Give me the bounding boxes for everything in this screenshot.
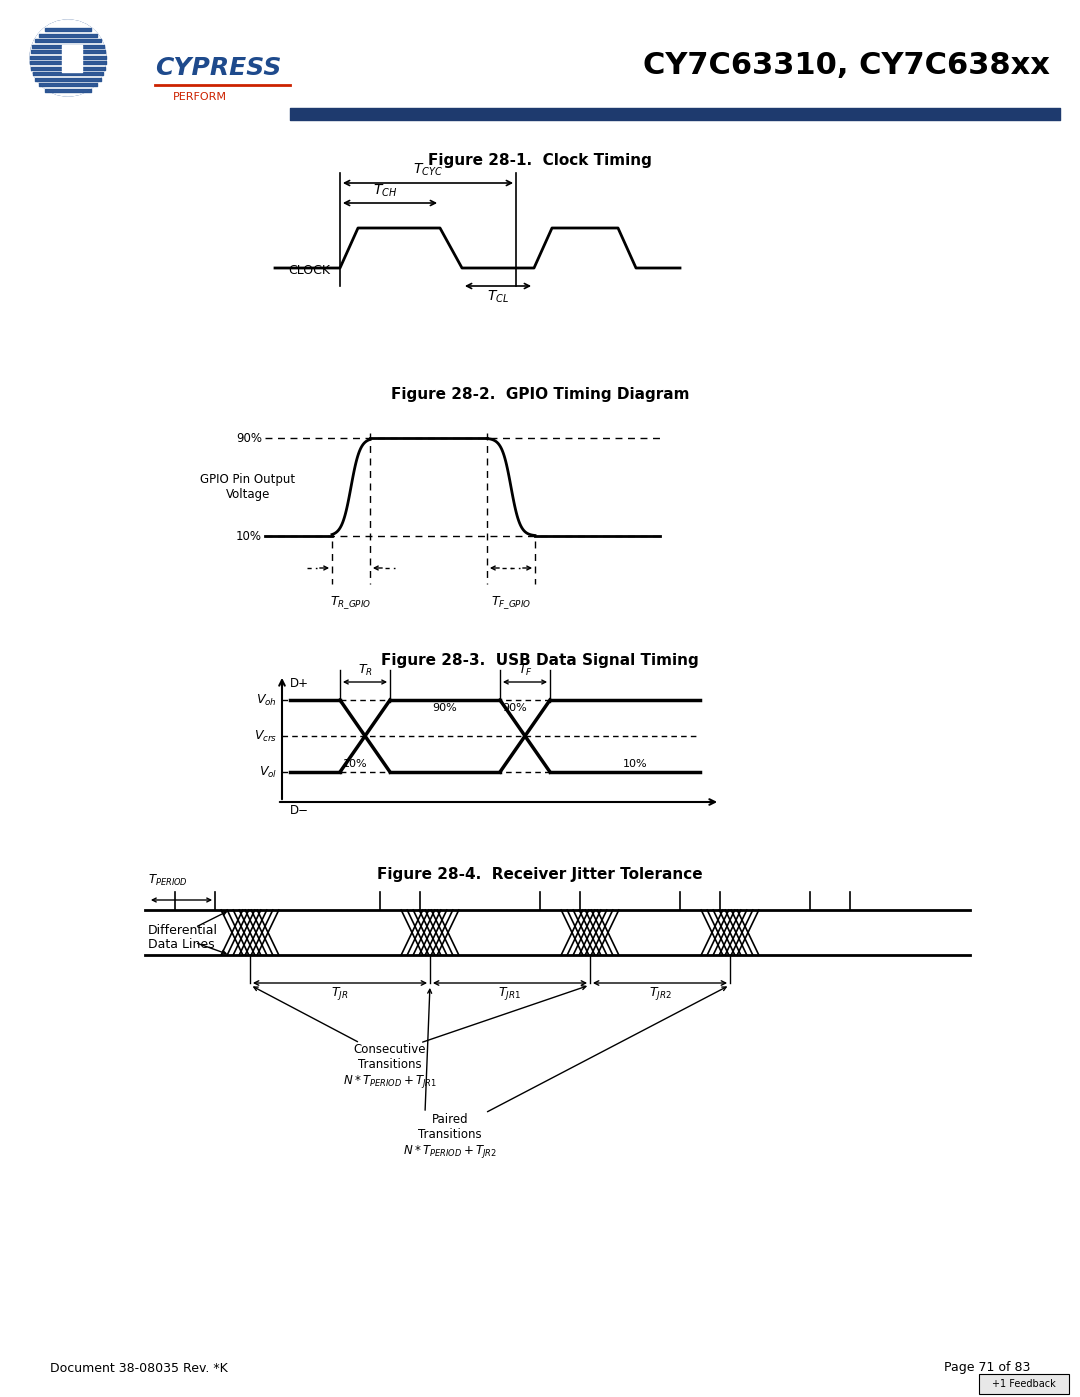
Text: 90%: 90% [502,703,527,712]
Circle shape [30,20,106,96]
Text: Differential
Data Lines: Differential Data Lines [148,923,218,951]
Text: $V_{ol}$: $V_{ol}$ [259,764,276,780]
Text: 10%: 10% [623,759,647,768]
Text: 10%: 10% [342,759,367,768]
Text: Page 71 of 83: Page 71 of 83 [944,1362,1030,1375]
Text: $T_{PERIOD}$: $T_{PERIOD}$ [148,873,188,888]
Text: D+: D+ [291,678,309,690]
Text: $T_F$: $T_F$ [517,664,532,678]
Text: $V_{crs}$: $V_{crs}$ [254,728,276,743]
Text: GPIO Pin Output
Voltage: GPIO Pin Output Voltage [201,474,296,502]
Text: $T_{F\_GPIO}$: $T_{F\_GPIO}$ [491,594,531,610]
Text: D−: D− [291,805,309,817]
Text: 10%: 10% [237,529,262,542]
Text: $T_{CH}$: $T_{CH}$ [373,183,397,198]
Text: $T_{CYC}$: $T_{CYC}$ [413,162,443,177]
Text: 90%: 90% [433,703,457,712]
Text: $T_R$: $T_R$ [357,664,373,678]
Text: PERFORM: PERFORM [173,92,227,102]
FancyBboxPatch shape [978,1375,1069,1394]
Text: $T_{JR2}$: $T_{JR2}$ [649,985,672,1002]
Text: $T_{JR1}$: $T_{JR1}$ [499,985,522,1002]
Text: $T_{R\_GPIO}$: $T_{R\_GPIO}$ [330,594,372,610]
Text: Figure 28-1.  Clock Timing: Figure 28-1. Clock Timing [428,152,652,168]
Text: Figure 28-4.  Receiver Jitter Tolerance: Figure 28-4. Receiver Jitter Tolerance [377,868,703,883]
Text: Document 38-08035 Rev. *K: Document 38-08035 Rev. *K [50,1362,228,1375]
Text: $V_{oh}$: $V_{oh}$ [256,693,276,707]
Text: Consecutive
Transitions
$N * T_{PERIOD} + T_{JR1}$: Consecutive Transitions $N * T_{PERIOD} … [343,1044,437,1090]
Text: $T_{CL}$: $T_{CL}$ [487,289,509,306]
Text: +1 Feedback: +1 Feedback [993,1379,1056,1389]
Circle shape [30,20,106,96]
Text: CYPRESS: CYPRESS [156,56,282,80]
Text: Paired
Transitions
$N * T_{PERIOD} + T_{JR2}$: Paired Transitions $N * T_{PERIOD} + T_{… [403,1113,497,1160]
Text: Figure 28-3.  USB Data Signal Timing: Figure 28-3. USB Data Signal Timing [381,652,699,668]
Text: Figure 28-2.  GPIO Timing Diagram: Figure 28-2. GPIO Timing Diagram [391,387,689,402]
Text: CY7C63310, CY7C638xx: CY7C63310, CY7C638xx [643,50,1050,80]
Text: $T_{JR}$: $T_{JR}$ [332,985,349,1002]
Text: CLOCK: CLOCK [288,264,330,277]
Text: 90%: 90% [237,432,262,444]
